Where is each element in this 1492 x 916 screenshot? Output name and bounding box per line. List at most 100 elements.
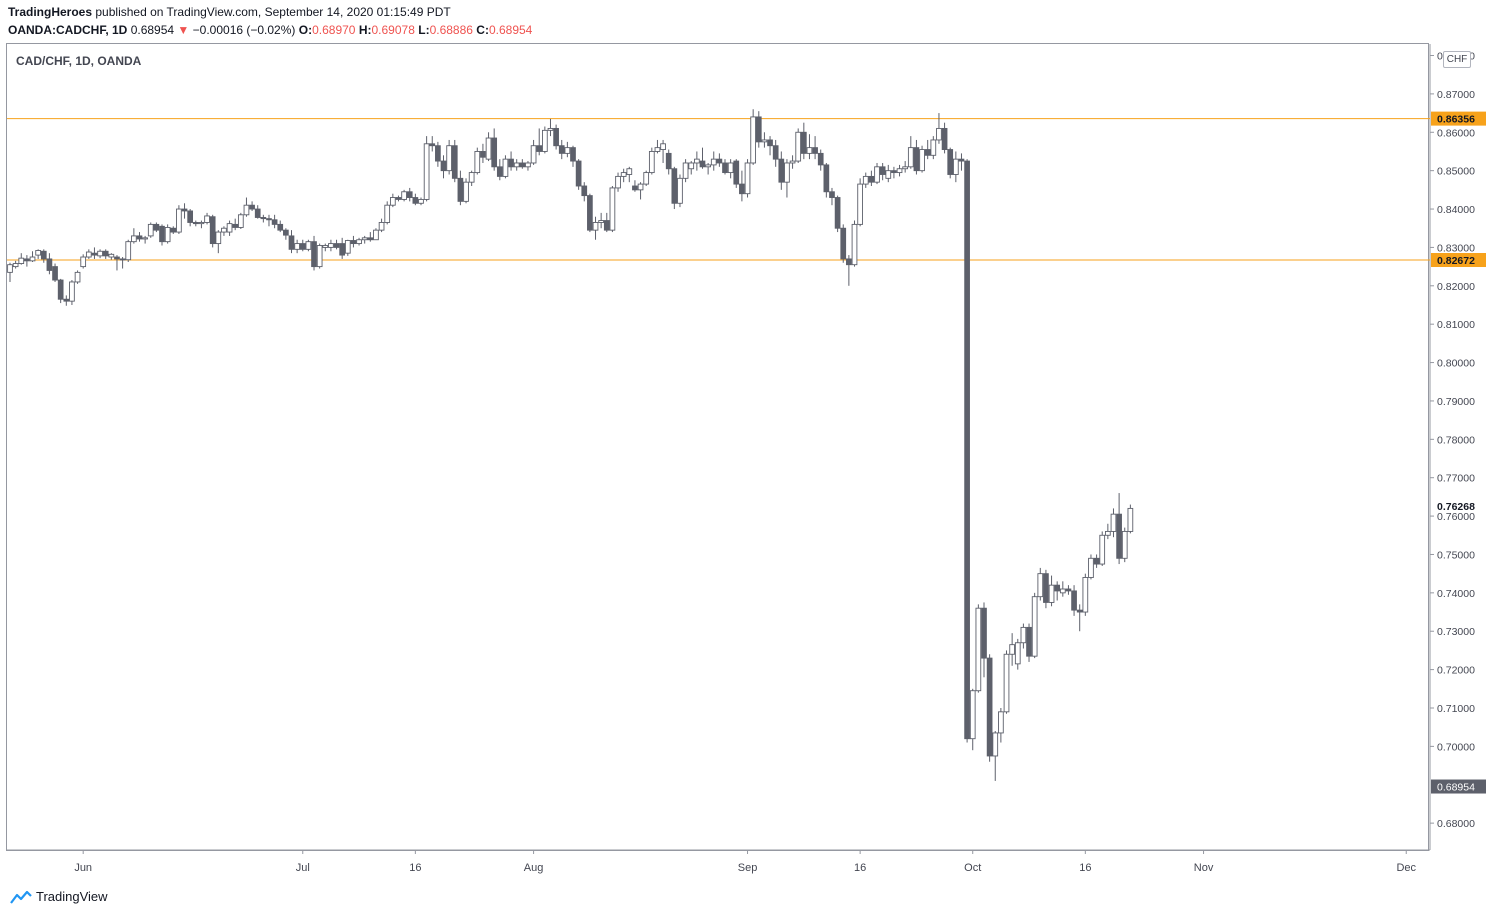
price-marker-label: 0.76268 [1437,501,1475,513]
candle-body [181,208,188,212]
candle-body [632,185,638,191]
y-tick-label: 0.77000 [1437,473,1475,485]
candle-body [260,217,267,220]
candle-body [1009,644,1015,655]
candle-body [722,162,728,174]
candle-body [654,147,661,152]
x-tick-label: Jun [74,862,92,874]
candle-body [598,220,605,223]
candle-body [288,235,295,250]
candle-body [536,145,543,152]
candle-body [237,214,244,228]
x-tick-label: 16 [409,862,421,874]
down-triangle-icon: ▼ [177,23,190,37]
candle-body [1048,584,1055,603]
y-tick-label: 0.74000 [1437,588,1475,600]
candle-body [192,222,199,225]
candle-body [164,227,171,243]
candle-body [1093,557,1100,565]
candle-body [874,166,880,183]
y-tick-label: 0.79000 [1437,396,1475,408]
candle-body [525,162,531,168]
candle-body [147,223,154,237]
publisher-name: TradingHeroes [8,5,93,19]
candle-body [795,131,802,162]
y-tick-label: 0.75000 [1437,549,1475,561]
candle-body [29,256,36,262]
candle-body [671,168,678,204]
candle-body [367,237,374,241]
candle-body [153,223,160,231]
candle-body [243,204,250,216]
candle-body [812,147,818,154]
price-marker-label: 0.86356 [1437,114,1475,126]
candle-body [772,145,779,160]
candle-body [63,298,70,302]
candle-body [969,690,976,740]
candle-body [716,158,723,164]
candle-body [136,235,143,240]
candle-body [542,129,548,152]
candle-body [508,158,514,168]
candle-body [913,147,920,172]
candle-body [519,162,526,168]
candle-body [502,158,509,177]
candle-body [249,204,255,210]
candle-body [328,243,334,248]
candle-body [592,222,599,231]
candle-body [1054,584,1061,592]
candle-body [480,151,486,158]
candle-body [412,197,419,204]
candle-body [429,143,436,147]
footer-brand[interactable]: TradingView [10,889,108,904]
candle-body [1037,573,1044,598]
candle-body [389,197,396,206]
candle-body [699,160,706,168]
candle-body [1099,534,1106,565]
candle-body [1088,557,1094,578]
candle-body [761,139,768,143]
y-tick-label: 0.86000 [1437,127,1475,139]
y-tick-label: 0.68000 [1437,818,1475,830]
candle-body [7,264,13,273]
candle-body [998,711,1004,734]
price-marker-box [1431,779,1486,794]
candle-body [975,607,982,692]
symbol-name: OANDA:CADCHF, 1D [8,23,128,37]
candle-body [1031,596,1038,657]
currency-button[interactable]: CHF [1443,51,1471,68]
x-tick-label: Nov [1194,862,1214,874]
candle-body [474,151,481,174]
candle-body [1116,513,1122,559]
candle-body [463,181,469,202]
candle-body [952,158,959,175]
candle-body [46,258,53,271]
price-marker-label: 0.82672 [1437,255,1475,267]
candle-body [789,160,796,164]
x-tick-label: Dec [1396,862,1416,874]
candle-body [350,240,357,245]
y-tick-label: 0.83000 [1437,242,1475,254]
candle-body [69,281,75,302]
candle-body [981,607,987,659]
candle-body [665,152,672,170]
candle-body [395,197,402,200]
candle-body [187,210,194,223]
candle-body [344,240,351,254]
candle-body [1020,626,1027,644]
candle-body [1127,507,1134,532]
y-tick-label: 0.80000 [1437,358,1475,370]
x-tick-label: Oct [964,862,981,874]
candle-body [215,231,222,245]
candle-body [513,162,520,168]
candle-body [435,145,441,162]
candle-body [232,223,239,228]
low-label: L: [418,23,430,37]
candle-body [620,172,627,177]
candle-body [846,258,852,266]
candle-body [947,149,954,175]
published-text: published on TradingView.com, September … [95,5,451,19]
candle-body [581,185,588,197]
candle-body [221,227,227,233]
